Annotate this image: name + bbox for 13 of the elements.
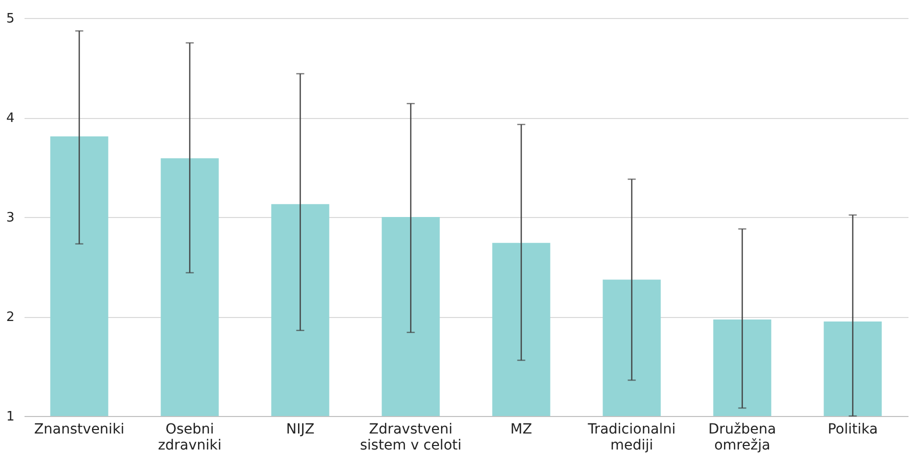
x-tick-label: Družbena omrežja [708,422,776,454]
y-tick-label: 2 [6,310,14,325]
y-tick-label: 4 [6,111,14,126]
x-tick-label: NIJZ [286,422,314,438]
x-tick-label: Politika [828,422,878,438]
y-tick-label: 1 [6,410,14,424]
x-tick-label: Zdravstveni sistem v celoti [360,422,462,454]
x-tick-label: Tradicionalni mediji [586,422,676,454]
x-tick-label: Znanstveniki [34,422,124,438]
x-tick-label: Osebni zdravniki [158,422,222,454]
y-tick-label: 3 [6,210,14,226]
x-tick-label: MZ [510,422,532,438]
y-tick-label: 5 [6,12,14,26]
